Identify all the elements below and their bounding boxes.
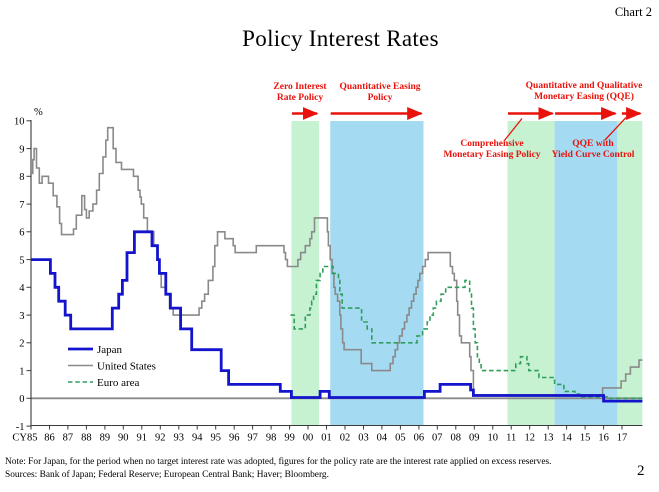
pointer-qqe-yield-curve-control bbox=[604, 117, 627, 141]
x-tick-label: 86 bbox=[44, 433, 55, 444]
legend-label-japan: Japan bbox=[97, 344, 123, 356]
series-euro-area bbox=[290, 265, 643, 400]
y-tick-label: -1 bbox=[16, 422, 25, 433]
x-tick-label: 06 bbox=[414, 433, 425, 444]
y-tick-label: 5 bbox=[19, 255, 24, 266]
y-tick-label: 8 bbox=[19, 172, 24, 183]
x-tick-label: 11 bbox=[506, 433, 516, 444]
y-tick-label: 10 bbox=[14, 117, 25, 128]
shade-quantitative-and-qualitative-monetary-easing-qqe bbox=[554, 121, 618, 426]
x-tick-label: 12 bbox=[524, 433, 535, 444]
y-axis-unit-label: % bbox=[34, 107, 43, 118]
series-japan bbox=[31, 230, 643, 403]
x-tick-label: 16 bbox=[598, 433, 609, 444]
x-tick-label: 92 bbox=[155, 433, 166, 444]
x-tick-label: 01 bbox=[321, 433, 332, 444]
x-tick-label: 04 bbox=[377, 433, 388, 444]
x-tick-label: CY85 bbox=[12, 433, 37, 444]
legend-label-euro-area: Euro area bbox=[97, 377, 140, 389]
y-tick-label: 4 bbox=[19, 283, 25, 294]
y-tick-label: 1 bbox=[19, 366, 24, 377]
x-tick-label: 13 bbox=[543, 433, 554, 444]
y-tick-label: 0 bbox=[19, 394, 24, 405]
x-tick-label: 94 bbox=[192, 433, 203, 444]
x-tick-label: 09 bbox=[469, 433, 480, 444]
x-tick-label: 98 bbox=[266, 433, 277, 444]
legend-label-united-states: United States bbox=[97, 360, 156, 372]
x-tick-label: 96 bbox=[229, 433, 240, 444]
y-tick-label: 6 bbox=[19, 228, 24, 239]
annotation-qqe-yield-curve-control: QQE with Yield Curve Control bbox=[551, 139, 635, 160]
x-tick-label: 00 bbox=[303, 433, 314, 444]
x-tick-label: 88 bbox=[81, 433, 92, 444]
chart-sources: Sources: Bank of Japan; Federal Reserve;… bbox=[5, 470, 329, 480]
annotation-qqe: Quantitative and Qualitative Monetary Ea… bbox=[525, 81, 643, 102]
x-tick-label: 07 bbox=[432, 433, 443, 444]
x-tick-label: 17 bbox=[617, 433, 628, 444]
shade-zero-interest-rate-policy bbox=[291, 121, 320, 426]
x-tick-label: 08 bbox=[451, 433, 462, 444]
series-united-states bbox=[31, 126, 643, 396]
x-tick-label: 90 bbox=[118, 433, 129, 444]
y-tick-label: 2 bbox=[19, 339, 24, 350]
page-title: Policy Interest Rates bbox=[242, 26, 439, 51]
pointer-comprehensive-monetary-easing bbox=[503, 118, 523, 142]
x-tick-label: 14 bbox=[561, 433, 572, 444]
shade-qqe-with-yield-curve-control bbox=[617, 121, 643, 426]
y-tick-label: 9 bbox=[19, 144, 24, 155]
annotation-comprehensive-monetary-easing: Comprehensive Monetary Easing Policy bbox=[443, 139, 541, 160]
x-tick-label: 02 bbox=[340, 433, 351, 444]
x-tick-label: 91 bbox=[137, 433, 148, 444]
chart-note: Note: For Japan, for the period when no … bbox=[5, 457, 552, 467]
x-tick-label: 97 bbox=[247, 433, 258, 444]
annotation-zero-interest-rate-policy: Zero Interest Rate Policy bbox=[273, 82, 327, 103]
x-tick-label: 87 bbox=[63, 433, 74, 444]
x-tick-label: 03 bbox=[358, 433, 369, 444]
annotation-quantitative-easing-policy: Quantitative Easing Policy bbox=[339, 82, 421, 103]
x-tick-label: 89 bbox=[100, 433, 111, 444]
y-tick-label: 3 bbox=[19, 311, 24, 322]
y-tick-label: 7 bbox=[19, 200, 24, 211]
x-tick-label: 05 bbox=[395, 433, 406, 444]
shade-quantitative-easing-policy bbox=[330, 121, 424, 426]
x-tick-label: 10 bbox=[488, 433, 499, 444]
shade-comprehensive-monetary-easing-policy bbox=[507, 121, 555, 426]
x-tick-label: 99 bbox=[284, 433, 295, 444]
x-tick-label: 93 bbox=[174, 433, 185, 444]
x-tick-label: 95 bbox=[210, 433, 221, 444]
page-number: 2 bbox=[637, 463, 645, 479]
chart-number-label: Chart 2 bbox=[614, 5, 652, 19]
x-tick-label: 15 bbox=[580, 433, 591, 444]
